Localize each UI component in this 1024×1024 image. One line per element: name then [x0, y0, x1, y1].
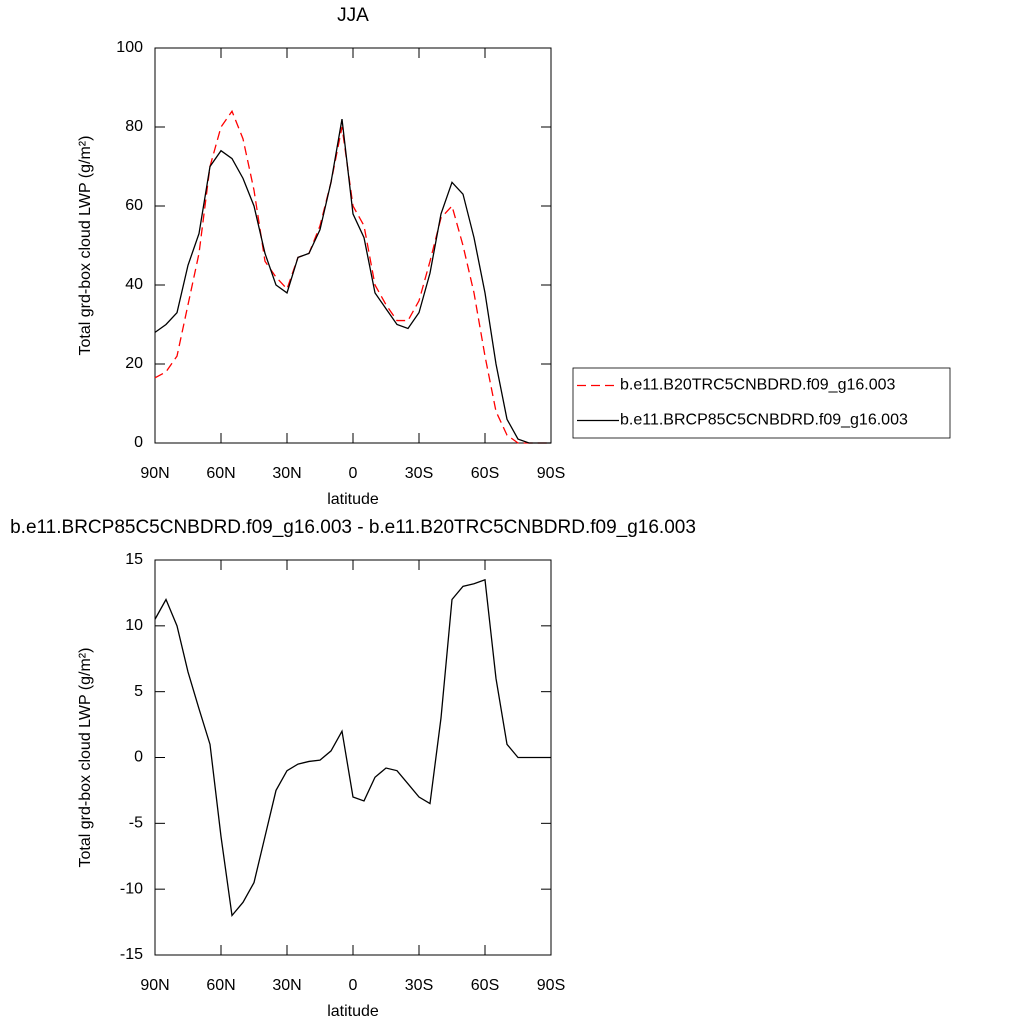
x-axis-label: latitude	[327, 1003, 379, 1020]
y-axis-label: Total grd-box cloud LWP (g/m²)	[77, 648, 94, 868]
x-tick-label: 90S	[537, 465, 565, 482]
x-tick-label: 60N	[206, 465, 235, 482]
data-line	[154, 118, 551, 444]
y-tick-label: -15	[120, 946, 143, 963]
legend-label: b.e11.B20TRC5CNBDRD.f09_g16.003	[620, 377, 896, 394]
x-tick-label: 90S	[537, 977, 565, 994]
plot-frame	[154, 559, 552, 956]
chart-title: JJA	[337, 5, 369, 26]
legend-box	[572, 367, 951, 439]
chart-title: b.e11.BRCP85C5CNBDRD.f09_g16.003 - b.e11…	[10, 517, 696, 538]
data-line	[154, 109, 551, 444]
y-tick-label: 5	[134, 683, 143, 700]
y-axis-label: Total grd-box cloud LWP (g/m²)	[77, 136, 94, 356]
y-tick-label: 60	[125, 197, 143, 214]
plot-frame	[154, 47, 552, 444]
x-tick-label: 30S	[405, 977, 433, 994]
data-line	[154, 578, 551, 918]
x-tick-label: 90N	[140, 465, 169, 482]
y-tick-label: 15	[125, 551, 143, 568]
x-tick-label: 30S	[405, 465, 433, 482]
x-tick-label: 30N	[272, 465, 301, 482]
y-tick-label: 20	[125, 355, 143, 372]
x-tick-label: 60N	[206, 977, 235, 994]
y-tick-label: 40	[125, 276, 143, 293]
y-tick-label: 80	[125, 118, 143, 135]
x-tick-label: 60S	[471, 465, 499, 482]
x-tick-label: 0	[349, 977, 358, 994]
x-tick-label: 0	[349, 465, 358, 482]
x-tick-label: 90N	[140, 977, 169, 994]
y-tick-label: 100	[116, 39, 143, 56]
x-tick-label: 60S	[471, 977, 499, 994]
y-tick-label: 10	[125, 617, 143, 634]
y-tick-label: -10	[120, 880, 143, 897]
y-tick-label: 0	[134, 749, 143, 766]
x-axis-label: latitude	[327, 491, 379, 508]
y-tick-label: 0	[134, 434, 143, 451]
x-tick-label: 30N	[272, 977, 301, 994]
y-tick-label: -5	[129, 815, 143, 832]
legend-label: b.e11.BRCP85C5CNBDRD.f09_g16.003	[620, 412, 908, 429]
